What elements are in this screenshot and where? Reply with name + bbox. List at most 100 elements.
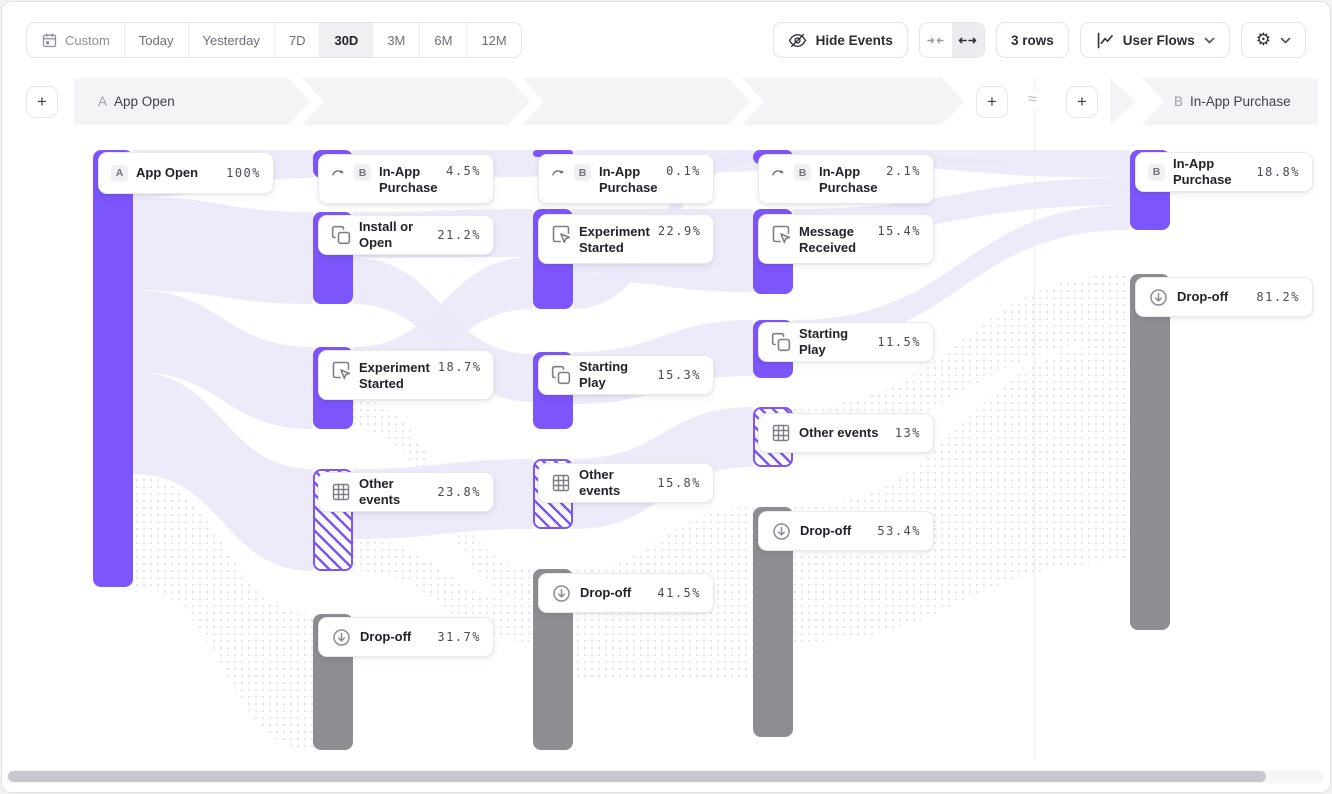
flow-card-step-4-starting-play[interactable]: Starting Play 11.5% (758, 322, 934, 362)
flow-card-step-2-install-or-open[interactable]: Install or Open 21.2% (318, 215, 494, 255)
flow-card-percent: 11.5% (877, 335, 921, 349)
grid-icon (771, 423, 791, 443)
flow-step-band-1[interactable]: A App Open (74, 78, 310, 125)
flow-card-icons (331, 360, 351, 380)
flow-card-percent: 100% (226, 166, 261, 180)
gear-icon: ⚙ (1255, 29, 1271, 50)
flow-card-step-4-message-received[interactable]: Message Received 15.4% (758, 214, 934, 264)
experiment-icon (331, 360, 351, 380)
flow-card-label: Experiment Started (579, 224, 650, 256)
flow-card-icons: B (331, 164, 371, 181)
terminal-divider (1034, 78, 1035, 758)
flow-card-step-3-drop-off[interactable]: Drop-off 41.5% (538, 573, 714, 613)
experiment-icon (551, 224, 571, 244)
start-event-label: A App Open (98, 94, 175, 109)
flow-card-icons (771, 521, 792, 542)
flow-card-label: Other events (359, 475, 401, 507)
flow-card-percent: 18.8% (1256, 165, 1300, 179)
flow-step-band-2[interactable] (302, 78, 530, 125)
date-range-7d[interactable]: 7D (274, 23, 321, 57)
flow-header: + A App Open + ≈ + B In-App Purchase (2, 78, 1330, 125)
flow-card-terminal-in-app-purchase[interactable]: B In-App Purchase 18.8% (1135, 152, 1313, 192)
view-selector-dropdown[interactable]: User Flows (1079, 22, 1230, 58)
date-range-3m[interactable]: 3M (373, 23, 421, 57)
flow-card-step-4-in-app-purchase[interactable]: B In-App Purchase 2.1% (758, 154, 934, 204)
flow-card-icons (331, 482, 351, 502)
settings-dropdown[interactable]: ⚙ (1240, 22, 1306, 58)
flow-card-step-3-experiment-started[interactable]: Experiment Started 22.9% (538, 214, 714, 264)
flow-bar-step-1-app-open[interactable] (93, 150, 133, 587)
flow-card-percent: 13% (894, 426, 921, 440)
flow-end-band[interactable]: B In-App Purchase (1142, 78, 1318, 125)
add-step-button-right[interactable]: + (1066, 86, 1098, 118)
flow-card-label: In-App Purchase (819, 164, 878, 196)
collapse-columns-button[interactable] (919, 23, 952, 57)
flow-card-step-1-app-open[interactable]: A App Open 100% (98, 152, 274, 194)
flow-card-label: In-App Purchase (379, 164, 438, 196)
approx-symbol: ≈ (1025, 91, 1040, 109)
dropoff-icon (551, 583, 572, 604)
jump-arrow-icon (551, 165, 566, 180)
add-step-button-left[interactable]: + (26, 86, 58, 118)
flow-card-step-4-other-events[interactable]: Other events 13% (758, 413, 934, 453)
flow-card-icons (551, 224, 571, 244)
flow-card-icons: B (771, 164, 811, 181)
flow-step-band-3[interactable] (522, 78, 750, 125)
date-range-12m[interactable]: 12M (467, 23, 521, 57)
calendar-icon (41, 32, 58, 49)
flow-card-label: Message Received (799, 224, 857, 256)
toolbar-right-cluster: Hide Events 3 rows User Flows ⚙ (772, 22, 1306, 58)
event-badge-b: B (574, 164, 591, 181)
flow-card-percent: 0.1% (666, 164, 701, 178)
flow-ribbon (793, 342, 1130, 642)
line-chart-icon (1095, 31, 1114, 50)
flow-card-percent: 31.7% (437, 630, 481, 644)
squares-icon (331, 225, 351, 245)
rows-button[interactable]: 3 rows (995, 22, 1069, 58)
flow-card-icons (1148, 287, 1169, 308)
event-badge-b: B (1148, 163, 1165, 181)
end-band-arrow (1110, 78, 1136, 125)
date-range-today[interactable]: Today (124, 23, 189, 57)
add-step-button-middle[interactable]: + (976, 86, 1008, 118)
flow-card-step-3-in-app-purchase[interactable]: B In-App Purchase 0.1% (538, 154, 714, 204)
horizontal-scrollbar-thumb[interactable] (8, 771, 1266, 782)
date-range-yesterday[interactable]: Yesterday (188, 23, 275, 57)
date-range-6m[interactable]: 6M (420, 23, 468, 57)
flow-card-step-4-drop-off[interactable]: Drop-off 53.4% (758, 511, 934, 551)
hide-events-button[interactable]: Hide Events (772, 22, 908, 58)
flow-card-step-3-other-events[interactable]: Other events 15.8% (538, 463, 714, 503)
chevron-down-icon (1280, 37, 1291, 44)
flow-card-label: Starting Play (799, 325, 849, 357)
flow-card-step-2-in-app-purchase[interactable]: B In-App Purchase 4.5% (318, 154, 494, 204)
flow-card-percent: 22.9% (657, 224, 702, 238)
flow-card-percent: 41.5% (657, 586, 701, 600)
expand-columns-button[interactable] (951, 23, 984, 57)
flow-card-icons (331, 627, 352, 648)
flow-card-percent: 15.4% (877, 224, 921, 238)
flow-card-step-3-starting-play[interactable]: Starting Play 15.3% (538, 355, 714, 395)
flow-card-label: App Open (136, 164, 199, 180)
flow-card-terminal-drop-off[interactable]: Drop-off 81.2% (1135, 277, 1313, 317)
flow-step-band-4[interactable] (742, 78, 964, 125)
date-range-custom[interactable]: Custom (27, 23, 125, 57)
flow-ribbon (133, 474, 313, 750)
flow-bar-terminal-drop-off[interactable] (1130, 274, 1170, 630)
jump-arrow-icon (771, 165, 786, 180)
flow-card-icons (551, 473, 571, 493)
flow-card-step-2-drop-off[interactable]: Drop-off 31.7% (318, 617, 494, 657)
grid-icon (331, 482, 351, 502)
flow-card-step-2-other-events[interactable]: Other events 23.8% (318, 472, 494, 512)
event-badge-b: B (354, 164, 371, 181)
rows-label: 3 rows (1010, 32, 1054, 48)
flow-card-percent: 15.8% (657, 476, 701, 490)
flow-card-percent: 81.2% (1256, 290, 1300, 304)
date-range-30d[interactable]: 30D (320, 23, 374, 57)
flow-card-icons: A (111, 164, 128, 182)
flow-card-step-2-experiment-started[interactable]: Experiment Started 18.7% (318, 350, 494, 400)
event-badge-b: B (794, 164, 811, 181)
flow-card-icons: B (551, 164, 591, 181)
expand-arrows-icon (958, 35, 977, 46)
flow-card-label: Drop-off (1177, 288, 1229, 304)
